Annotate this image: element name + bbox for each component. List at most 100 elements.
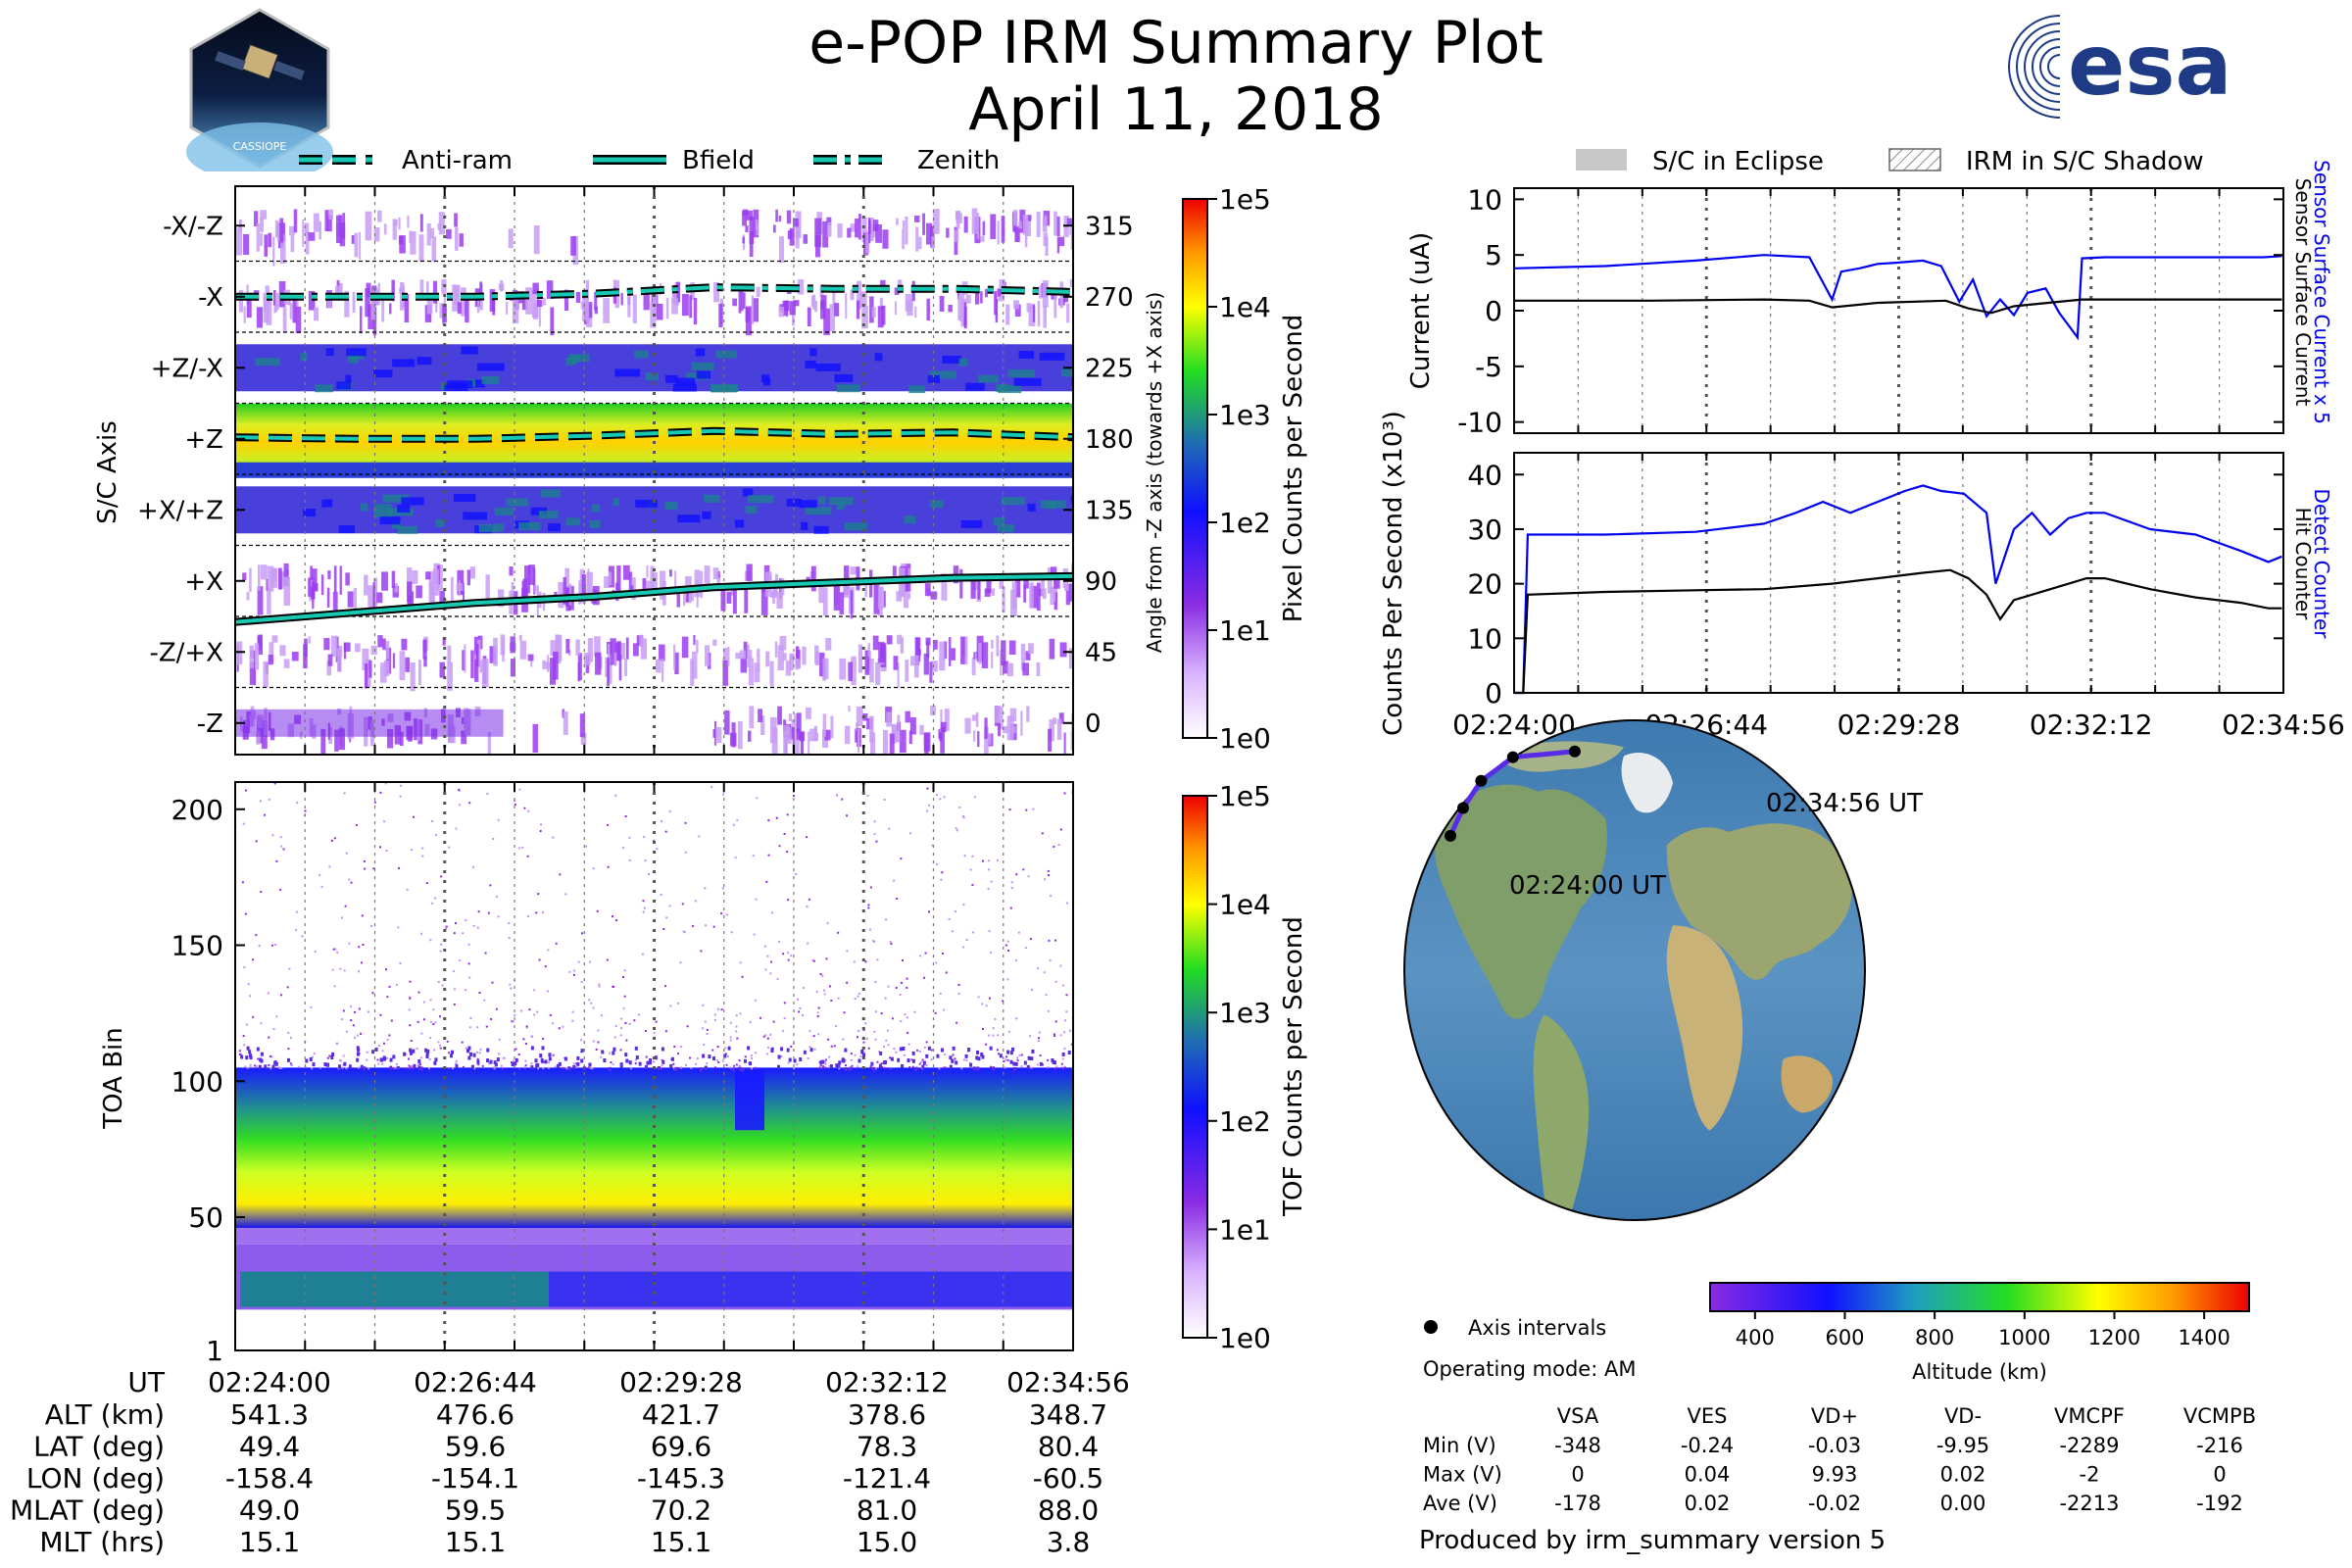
toa-noise <box>575 1065 578 1068</box>
band-speckle <box>998 385 1022 394</box>
colorbar-tick-label: 1e5 <box>1219 780 1271 812</box>
toa-noise <box>243 965 246 968</box>
toa-noise <box>857 995 859 998</box>
band-speckle <box>820 295 827 310</box>
toa-noise <box>807 942 809 945</box>
band-speckle <box>392 219 397 240</box>
toa-noise <box>837 931 840 934</box>
band-speckle <box>795 222 800 249</box>
toa-edge <box>662 1059 665 1064</box>
band-speckle <box>955 211 961 219</box>
axis-category-label: +Z/-X <box>151 354 223 383</box>
toa-noise <box>598 985 601 988</box>
toa-edge <box>731 1067 735 1072</box>
toa-noise <box>836 794 839 797</box>
toa-noise <box>397 926 400 929</box>
toa-edge <box>468 1052 472 1056</box>
toa-edge <box>356 1057 360 1062</box>
band-speckle <box>249 567 252 593</box>
toa-noise <box>962 904 965 906</box>
band-speckle <box>1036 211 1041 238</box>
toa-noise <box>730 931 733 934</box>
band-speckle <box>279 218 284 243</box>
toa-noise <box>971 883 974 886</box>
band-speckle <box>351 234 355 244</box>
toa-noise <box>339 967 342 970</box>
toa-noise <box>664 830 667 833</box>
toa-noise <box>1037 1040 1040 1043</box>
toa-noise <box>828 985 831 988</box>
toa-edge <box>413 1063 416 1068</box>
band-speckle <box>446 228 452 239</box>
toa-noise <box>596 909 599 912</box>
current-right-label-black: Sensor Surface Current <box>2291 178 2315 407</box>
band-speckle <box>373 369 393 378</box>
toa-noise <box>935 961 938 964</box>
band-speckle <box>343 642 351 652</box>
toa-lower-band <box>235 1228 1073 1245</box>
toa-noise <box>476 1057 479 1060</box>
colorbar-tick-label: 1e5 <box>1219 183 1271 216</box>
toa-noise <box>787 958 790 961</box>
toa-noise <box>766 1037 769 1040</box>
toa-noise <box>904 1013 906 1016</box>
band-speckle <box>1007 369 1035 378</box>
axis-interval-label: Axis intervals <box>1468 1316 1606 1340</box>
band-speckle <box>487 732 492 755</box>
toa-noise <box>1010 881 1013 884</box>
toa-noise <box>493 1066 496 1069</box>
toa-noise <box>753 933 756 936</box>
voltage-column-header: VMCPF <box>2054 1404 2125 1428</box>
band-speckle <box>370 645 377 656</box>
toa-noise <box>1006 1058 1009 1061</box>
toa-noise <box>388 1034 391 1037</box>
toa-noise <box>270 1067 272 1070</box>
toa-noise <box>537 893 540 896</box>
pixel-heatmap-right-label: Angle from -Z axis (towards +X axis) <box>1143 292 1166 653</box>
band-speckle <box>377 210 382 222</box>
band-speckle <box>792 727 795 754</box>
voltage-row-label: Min (V) <box>1423 1434 1496 1457</box>
band-speckle <box>628 571 633 594</box>
band-speckle <box>1036 582 1041 612</box>
band-speckle <box>359 306 363 334</box>
toa-noise <box>767 1046 770 1049</box>
toa-noise <box>874 1010 877 1013</box>
toa-edge <box>331 1052 335 1056</box>
band-speckle <box>382 638 386 651</box>
band-speckle <box>533 224 540 255</box>
toa-noise <box>446 1040 449 1043</box>
band-speckle <box>540 489 561 498</box>
band-speckle <box>407 581 413 603</box>
toa-edge <box>927 1046 931 1051</box>
band-speckle <box>722 660 728 686</box>
band-speckle <box>704 645 710 666</box>
band-speckle <box>311 586 316 600</box>
toa-noise <box>655 1020 658 1023</box>
band-speckle <box>882 729 889 755</box>
band-speckle <box>1026 215 1032 221</box>
toa-noise <box>301 935 304 938</box>
toa-noise <box>806 836 808 839</box>
band-speckle <box>997 524 1014 533</box>
toa-noise <box>614 1024 617 1027</box>
band-speckle <box>463 512 488 520</box>
band-speckle <box>878 642 885 663</box>
toa-edge <box>879 1051 883 1055</box>
band-speckle <box>676 586 681 608</box>
toa-noise <box>792 1043 795 1046</box>
toa-noise <box>377 1062 380 1065</box>
band-speckle <box>998 706 1004 730</box>
toa-edge <box>612 1047 616 1052</box>
toa-edge <box>936 1054 940 1058</box>
band-speckle <box>929 662 933 683</box>
toa-noise <box>377 1044 380 1047</box>
operating-mode: Operating mode: AM <box>1423 1357 1636 1381</box>
toa-noise <box>490 1017 493 1020</box>
band-speckle <box>902 228 905 250</box>
toa-edge <box>858 1058 861 1063</box>
band-speckle <box>815 363 841 371</box>
band-speckle <box>991 588 996 596</box>
toa-edge <box>1006 1050 1010 1054</box>
